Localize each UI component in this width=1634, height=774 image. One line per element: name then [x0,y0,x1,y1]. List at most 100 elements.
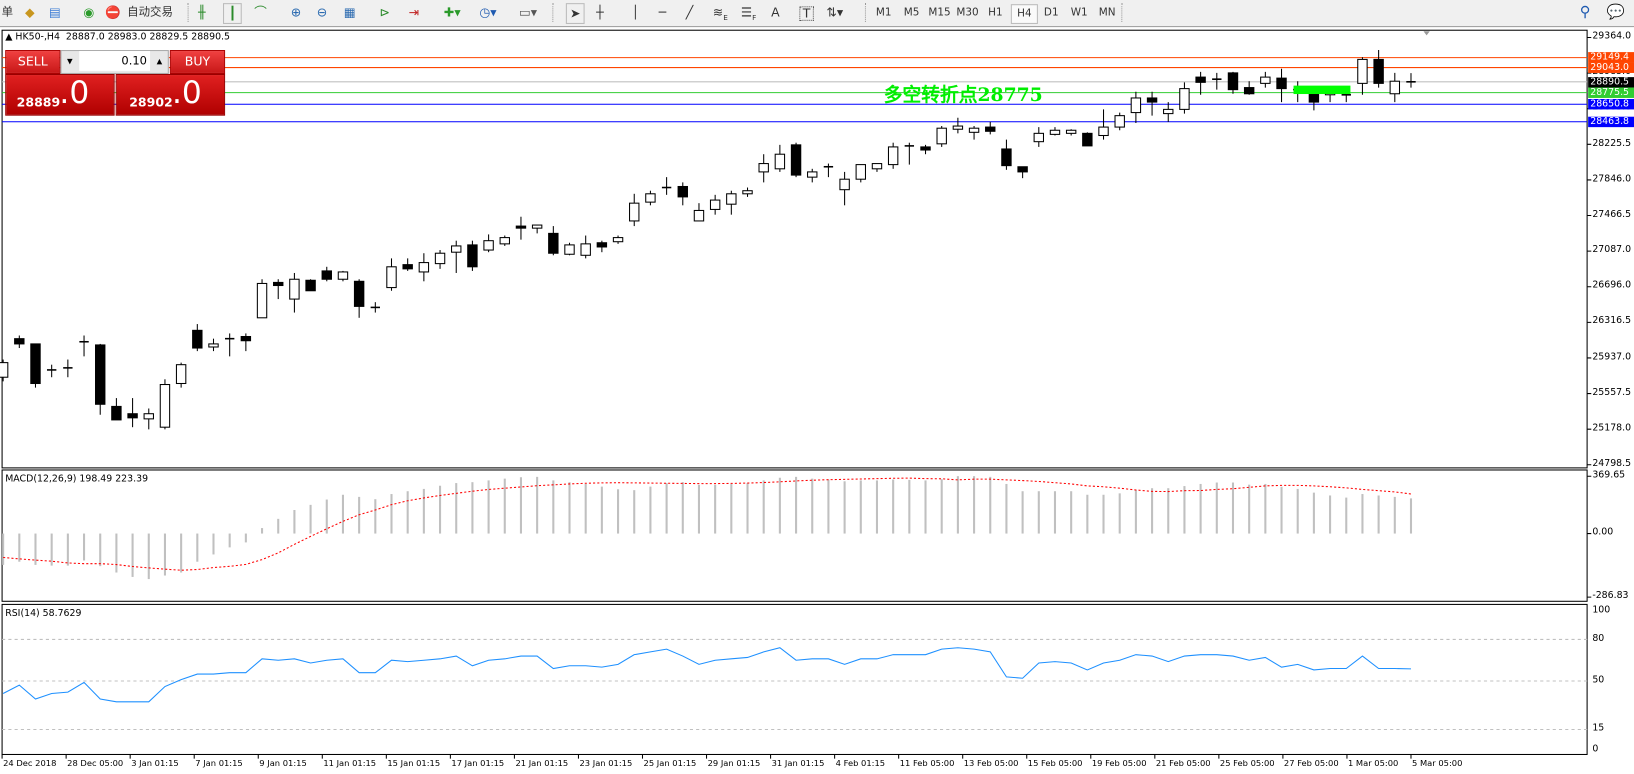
candle-body-bull [645,193,656,203]
candle-body-bull [855,164,867,180]
price-tick-label: 27466.5 [1592,209,1632,220]
candle-body-bull [1033,132,1045,143]
macd-pane [1,469,1588,602]
sell-price-button[interactable]: 28889 .0 [5,73,115,116]
time-axis-label: 11 Jan 01:15 [323,758,377,769]
terminal-icon[interactable]: ▤ [48,5,61,20]
bar-chart-icon[interactable]: ╫ [197,5,206,20]
lot-size-input[interactable] [79,51,151,71]
chart-canvas[interactable] [0,28,1634,774]
line-chart-icon[interactable]: ⌒ [254,5,267,20]
autotrade-icon[interactable]: ⛔ [105,5,121,20]
indicators-icon[interactable]: ✚▾ [443,5,461,20]
autotrade-button[interactable]: 自动交易 [127,5,173,19]
lot-decrease-button[interactable]: ▼ [67,57,73,66]
timeframe-m1[interactable]: M1 [875,7,892,19]
trendline-icon[interactable]: ╱ [685,5,694,20]
sell-button[interactable]: SELL [5,50,61,74]
candle-body-bull [758,163,769,173]
zoom-in-icon[interactable]: ⊕ [290,5,302,20]
arrows-icon[interactable]: ⇅▾ [826,5,844,20]
candle-body-bull [289,278,300,300]
time-axis-label: 13 Feb 05:00 [963,758,1019,769]
lot-increase-button[interactable]: ▲ [156,57,163,66]
time-axis-label: 4 Feb 01:15 [835,758,886,769]
candle-body-bull [483,240,494,251]
candle-body-bull [418,262,430,273]
rsi-tick-label: 0 [1592,744,1599,755]
collapse-arrow-icon[interactable]: ▲ [5,32,13,43]
fibo-channel-icon[interactable]: ≋E [712,5,728,23]
timeframe-mn[interactable]: MN [1098,7,1116,19]
candle-body-bull [1260,76,1271,84]
search-icon[interactable]: ⚲ [1579,4,1591,21]
buy-price-main: 28902 [129,94,173,110]
price-level-tag: 29043.0 [1588,62,1634,73]
zoom-out-icon[interactable]: ⊖ [316,5,328,20]
timeframe-d1[interactable]: D1 [1043,7,1059,19]
text-label-icon[interactable]: T [799,6,814,21]
timeframe-h4[interactable]: H4 [1010,4,1038,24]
candle-body-bull [693,209,705,222]
candle-body-bull [629,202,640,222]
macd-tick-label: 369.65 [1592,469,1626,481]
navigator-icon[interactable]: ◆ [25,5,35,20]
candle-body-bull [742,190,753,195]
periods-icon[interactable]: ◷▾ [479,5,497,20]
candle-body-bear [1082,132,1093,147]
candle-body-bull [256,282,268,319]
toolbar-separator [187,3,189,22]
time-axis-label: 24 Dec 2018 [3,758,57,769]
candle-body-bear [467,244,478,268]
lot-stepper: ▼ ▲ [60,50,169,74]
candle-body-bull [1098,126,1109,137]
new-order-label[interactable]: 单 [1,5,14,19]
timeframe-h1[interactable]: H1 [988,7,1003,19]
time-axis-label: 7 Jan 01:15 [195,758,243,769]
time-axis-label: 21 Jan 01:15 [515,758,569,769]
price-tick-label: 25937.0 [1592,351,1632,363]
chat-icon[interactable]: 💬 [1606,4,1626,21]
candle-body-bull [936,127,947,145]
timeframe-w1[interactable]: W1 [1070,7,1088,19]
candle-body-bear [596,242,608,248]
cursor-icon[interactable]: ➤ [565,3,585,24]
rsi-tick-label: 15 [1592,723,1605,734]
candle-body-bull [709,199,721,210]
candle-body-bear [548,232,559,254]
tile-windows-icon[interactable]: ▦ [343,5,356,20]
time-axis-label: 25 Jan 01:15 [643,758,697,769]
chart-window: ▲ HK50-,H4 28887.0 28983.0 28829.5 28890… [0,28,1634,774]
time-axis-label: 25 Feb 05:00 [1219,758,1275,769]
fibo-channel-label: E [723,13,728,23]
timeframe-m30[interactable]: M30 [956,7,979,19]
chart-shift-icon[interactable]: ⇥ [408,5,419,20]
buy-button[interactable]: BUY [169,50,226,74]
price-tick-label: 27087.0 [1592,244,1632,256]
buy-price-button[interactable]: 28902 .0 [115,73,226,116]
price-tick-label: 29364.0 [1592,31,1632,42]
price-tick-label: 26696.0 [1592,280,1632,291]
sell-price-fraction: .0 [59,75,90,112]
horizontal-line-icon[interactable]: ─ [658,5,667,20]
candle-body-bear [127,413,138,419]
time-axis-label: 17 Jan 01:15 [451,758,505,769]
timeframe-m5[interactable]: M5 [903,7,920,19]
macd-signal-line [3,477,1412,571]
text-tool-icon[interactable]: A [771,5,780,20]
fibo-retracement-icon[interactable]: ☰F [740,5,757,23]
templates-icon[interactable]: ▭▾ [518,5,538,20]
crosshair-icon[interactable]: ┼ [596,5,604,20]
candle-body-bear [790,144,802,176]
timeframe-m15[interactable]: M15 [928,7,951,19]
toolbar-separator [552,3,554,22]
price-level-tag: 29149.4 [1588,52,1634,63]
candle-body-bear [1373,58,1384,84]
auto-scroll-icon[interactable]: ⊳ [379,5,390,20]
candle-body-bull [434,252,446,265]
candlestick-chart-icon[interactable]: ┃ [223,3,242,24]
vertical-line-icon[interactable]: │ [631,5,640,20]
candle-body-bear [353,280,365,307]
time-axis-label: 5 Mar 05:00 [1412,758,1463,769]
signal-icon[interactable]: ◉ [83,5,95,20]
